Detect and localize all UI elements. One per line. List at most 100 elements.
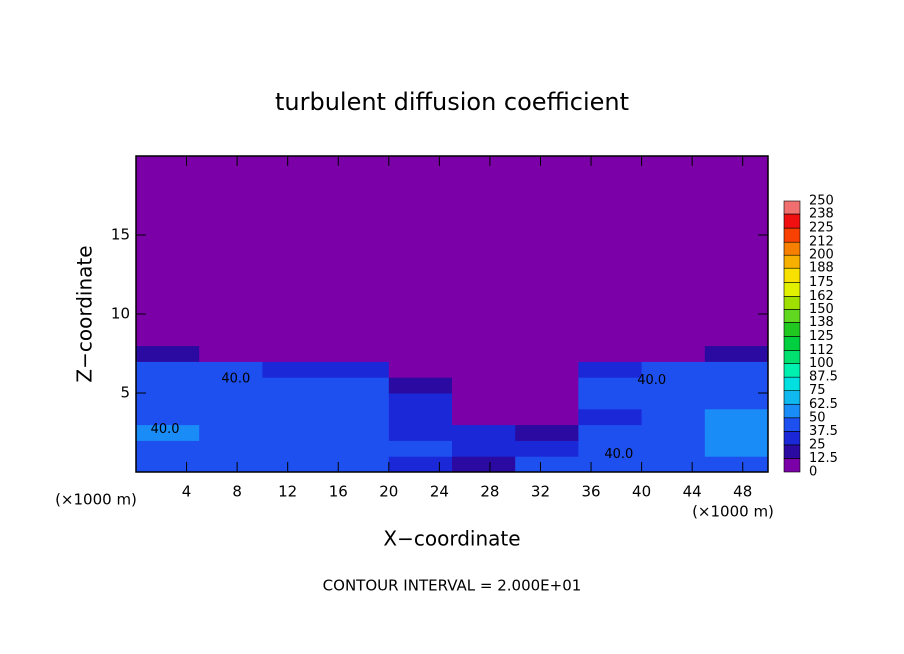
y-tick-label: 15 xyxy=(111,226,130,244)
colorbar-label: 62.5 xyxy=(809,397,838,412)
field-cell xyxy=(136,345,200,362)
x-tick-label: 44 xyxy=(683,483,702,501)
field-cell xyxy=(388,156,453,347)
y-tick-label: 5 xyxy=(120,384,130,402)
x-tick-label: 16 xyxy=(329,483,348,501)
field-cell xyxy=(452,361,516,378)
colorbar-label: 138 xyxy=(809,315,834,330)
field-cell xyxy=(704,456,769,473)
field-cell xyxy=(325,345,390,362)
field-cell xyxy=(704,408,769,426)
field-cell xyxy=(452,408,516,426)
contour-note: CONTOUR INTERVAL = 2.000E+01 xyxy=(323,577,582,595)
contour-label: 40.0 xyxy=(604,447,633,462)
field-cell xyxy=(515,393,579,410)
field-cell xyxy=(325,156,390,347)
field-cell xyxy=(641,456,706,473)
field-cell xyxy=(199,377,263,394)
x-tick-label: 24 xyxy=(430,483,449,501)
field-cell xyxy=(262,345,327,362)
field-cell xyxy=(388,456,453,473)
field-cell xyxy=(704,440,769,457)
field-cell xyxy=(199,408,263,426)
colorbar-label: 112 xyxy=(809,343,834,358)
colorbar-box xyxy=(783,281,801,297)
field-cell xyxy=(325,424,390,441)
field-cell xyxy=(515,456,579,473)
colorbar-label: 250 xyxy=(809,194,834,209)
field-cell xyxy=(641,377,706,394)
field-cell xyxy=(578,424,643,441)
field-cell xyxy=(641,345,706,362)
field-cell xyxy=(515,424,579,441)
field-cell xyxy=(578,408,643,426)
field-cell xyxy=(452,424,516,441)
colorbar-label: 238 xyxy=(809,207,834,222)
field-cell xyxy=(199,393,263,410)
field-cell xyxy=(515,377,579,394)
colorbar-label: 25 xyxy=(809,437,826,452)
colorbar-box xyxy=(783,227,801,243)
field-cell xyxy=(452,440,516,457)
colorbar-box xyxy=(783,309,801,323)
colorbar-box xyxy=(783,322,801,337)
field-cell xyxy=(578,345,643,362)
field-cell xyxy=(578,361,643,378)
colorbar-label: 12.5 xyxy=(809,451,838,466)
contour-label: 40.0 xyxy=(221,371,250,386)
field-cell xyxy=(262,156,327,347)
field-cell xyxy=(578,377,643,394)
x-tick-label: 32 xyxy=(531,483,550,501)
colorbar-label: 150 xyxy=(809,302,834,317)
field-cell xyxy=(262,361,327,378)
field-cell xyxy=(452,393,516,410)
field-cell xyxy=(388,345,453,362)
colorbar-box xyxy=(783,431,801,446)
field-cell xyxy=(641,440,706,457)
colorbar-label: 175 xyxy=(809,275,834,290)
x-tick-label: 20 xyxy=(379,483,398,501)
x-tick-label: 4 xyxy=(182,483,192,501)
x-axis-label: X−coordinate xyxy=(383,527,520,551)
field-cell xyxy=(262,377,327,394)
field-cell xyxy=(262,456,327,473)
colorbar-box xyxy=(783,254,801,269)
x-tick-label: 28 xyxy=(480,483,499,501)
colorbar-box xyxy=(783,241,801,256)
field-cell xyxy=(704,393,769,410)
x-tick-label: 40 xyxy=(632,483,651,501)
colorbar-box xyxy=(783,390,801,405)
field-cell xyxy=(262,440,327,457)
colorbar-box xyxy=(783,296,801,310)
field-cell xyxy=(136,393,200,410)
field-cell xyxy=(452,156,516,347)
field-cell xyxy=(325,377,390,394)
contour-label: 40.0 xyxy=(151,422,180,437)
field-cell xyxy=(388,361,453,378)
y-tick-label: 10 xyxy=(111,305,130,323)
field-cell xyxy=(452,345,516,362)
field-cell xyxy=(136,408,200,426)
field-cell xyxy=(515,361,579,378)
field-cell xyxy=(578,393,643,410)
field-cell xyxy=(515,440,579,457)
colorbar-label: 50 xyxy=(809,410,826,425)
field-cell xyxy=(578,156,643,347)
colorbar-box xyxy=(783,350,801,364)
colorbar-label: 125 xyxy=(809,329,834,344)
field-cell xyxy=(704,377,769,394)
field-cell xyxy=(136,424,200,441)
y-axis-label: Z−coordinate xyxy=(73,245,97,382)
contour-label: 40.0 xyxy=(637,373,666,388)
field-cell xyxy=(641,361,706,378)
field-cell xyxy=(325,393,390,410)
field-cell xyxy=(388,424,453,441)
colorbar-box xyxy=(783,336,801,351)
field-cell xyxy=(388,377,453,394)
field-cell xyxy=(515,156,579,347)
field-cell xyxy=(641,408,706,426)
colorbar-box xyxy=(783,376,801,391)
colorbar-box xyxy=(783,363,801,378)
x-unit: (×1000 m) xyxy=(692,503,774,521)
